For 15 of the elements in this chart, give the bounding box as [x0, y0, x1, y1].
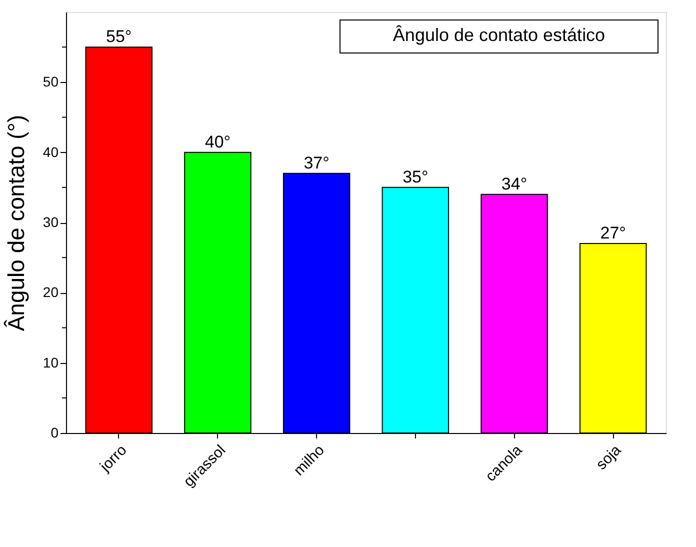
data-label: 27° — [600, 224, 626, 243]
annotation: Ângulo de contato estático — [392, 25, 606, 45]
data-label: 37° — [304, 153, 330, 172]
y-axis-title: Ângulo de contato (°) — [2, 114, 29, 332]
y-tick-label: 0 — [50, 424, 59, 440]
data-label: 35° — [402, 167, 428, 186]
x-tick-label: soja — [592, 441, 625, 474]
y-tick-label: 40 — [42, 144, 59, 160]
data-label: 34° — [501, 174, 528, 194]
y-tick-label: 30 — [42, 214, 59, 230]
y-tick-label: 50 — [42, 74, 59, 90]
y-tick-label: 10 — [42, 354, 59, 370]
y-tick-label: 20 — [42, 284, 59, 300]
data-label: 55° — [106, 27, 132, 46]
data-label: 40° — [204, 132, 231, 152]
